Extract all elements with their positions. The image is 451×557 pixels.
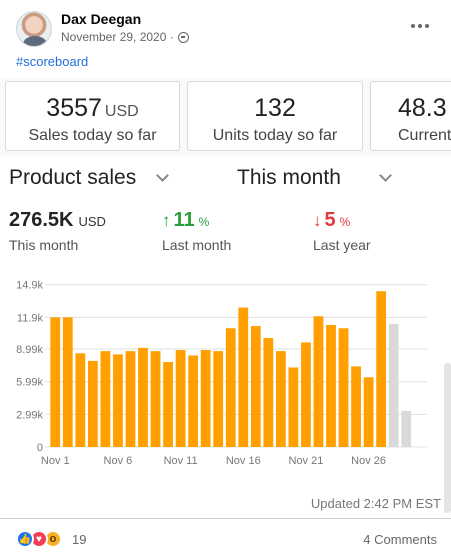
metric-last-year: ↓ 5% Last year <box>313 209 371 253</box>
bar <box>301 342 311 447</box>
bar <box>150 351 161 447</box>
bar-projected <box>401 411 412 447</box>
bar <box>363 377 374 447</box>
comments-link[interactable]: 4 Comments <box>363 532 437 547</box>
kpi-card-current: 48.3 Current <box>370 81 451 151</box>
post-author[interactable]: Dax Deegan <box>61 11 142 27</box>
bar <box>138 347 148 447</box>
scrollbar[interactable] <box>444 363 451 513</box>
metric-select-label: Product sales <box>9 166 137 189</box>
y-tick-label: 8.99k <box>16 344 43 356</box>
x-tick-label: Nov 21 <box>289 455 324 467</box>
arrow-down-icon: ↓ <box>313 211 322 230</box>
post-header: Dax Deegan November 29, 2020 · #scoreboa… <box>0 0 451 78</box>
kpi-row: 3557 USD Sales today so far 132 Units tod… <box>0 78 451 156</box>
kpi-card-sales: 3557 USD Sales today so far <box>5 81 180 151</box>
x-tick-label: Nov 26 <box>351 455 386 467</box>
bar <box>326 324 336 447</box>
arrow-up-icon: ↑ <box>162 211 171 230</box>
bar <box>113 354 123 447</box>
period-select[interactable]: This month <box>237 166 392 190</box>
hashtag-link[interactable]: #scoreboard <box>16 54 89 69</box>
kpi-label: Units today so far <box>212 127 338 144</box>
chevron-down-icon <box>379 169 392 182</box>
like-icon: 👍 <box>16 530 34 548</box>
bar <box>313 316 324 447</box>
y-tick-label: 5.99k <box>16 377 43 389</box>
kpi-value: 132 <box>254 94 296 122</box>
y-tick-label: 11.9k <box>17 312 44 324</box>
chevron-down-icon <box>156 169 170 182</box>
last-year-label: Last year <box>313 237 371 253</box>
bar <box>125 351 136 447</box>
post-meta: November 29, 2020 · <box>61 30 189 44</box>
bar <box>288 367 299 447</box>
last-year-change: 5 <box>324 209 336 231</box>
bar <box>62 317 73 447</box>
bar <box>263 338 274 447</box>
kpi-label: Current <box>398 127 451 144</box>
bar <box>100 351 111 447</box>
metric-total-label: This month <box>9 237 79 253</box>
metric-total-value: 276.5K <box>9 209 74 231</box>
reaction-count: 19 <box>72 531 87 547</box>
avatar[interactable] <box>16 11 52 47</box>
y-tick-label: 2.99k <box>16 409 43 421</box>
bar <box>338 328 349 447</box>
metric-last-month: ↑ 11% Last month <box>162 209 232 253</box>
globe-icon <box>177 31 189 43</box>
metric-total: 276.5K USD This month <box>9 209 106 253</box>
updated-timestamp: Updated 2:42 PM EST <box>310 496 441 511</box>
reactions[interactable]: 👍 ♥ o 19 <box>16 530 86 548</box>
y-tick-label: 0 <box>37 442 43 454</box>
bar <box>87 360 98 447</box>
bar <box>200 350 211 447</box>
sales-panel: Product sales This month 276.5K USD This … <box>0 156 451 514</box>
x-tick-label: Nov 6 <box>104 455 133 467</box>
bar <box>188 355 199 447</box>
bar <box>238 307 249 447</box>
period-select-label: This month <box>237 166 341 189</box>
post-date[interactable]: November 29, 2020 · <box>61 30 174 44</box>
bar <box>376 291 387 447</box>
bar <box>175 350 186 447</box>
more-options-icon[interactable] <box>408 16 432 36</box>
x-tick-label: Nov 1 <box>41 455 70 467</box>
bar <box>163 362 173 447</box>
kpi-value: 3557 USD <box>46 94 139 122</box>
last-month-change: 11 <box>173 209 195 231</box>
kpi-card-units: 132 Units today so far <box>187 81 363 151</box>
y-tick-label: 14.9k <box>16 280 43 292</box>
x-tick-label: Nov 16 <box>226 455 261 467</box>
bar <box>250 326 261 447</box>
bar <box>225 328 236 447</box>
kpi-label: Sales today so far <box>28 127 157 144</box>
bar <box>50 317 61 447</box>
divider <box>0 518 451 519</box>
metric-total-unit: USD <box>78 214 106 229</box>
bar <box>275 351 286 447</box>
metric-select[interactable]: Product sales <box>9 166 170 190</box>
bar <box>75 353 86 447</box>
bar <box>351 366 361 447</box>
x-tick-label: Nov 11 <box>164 455 198 467</box>
kpi-value: 48.3 <box>398 94 447 122</box>
post-image[interactable]: 3557 USD Sales today so far 132 Units tod… <box>0 78 451 514</box>
last-month-label: Last month <box>162 237 232 253</box>
bar-projected <box>388 323 399 447</box>
bar <box>213 351 224 447</box>
sales-bar-chart: 0 2.99k 5.99k 8.99k 11.9k 14.9k Nov 1 Nov 6 Nov … <box>16 280 427 467</box>
